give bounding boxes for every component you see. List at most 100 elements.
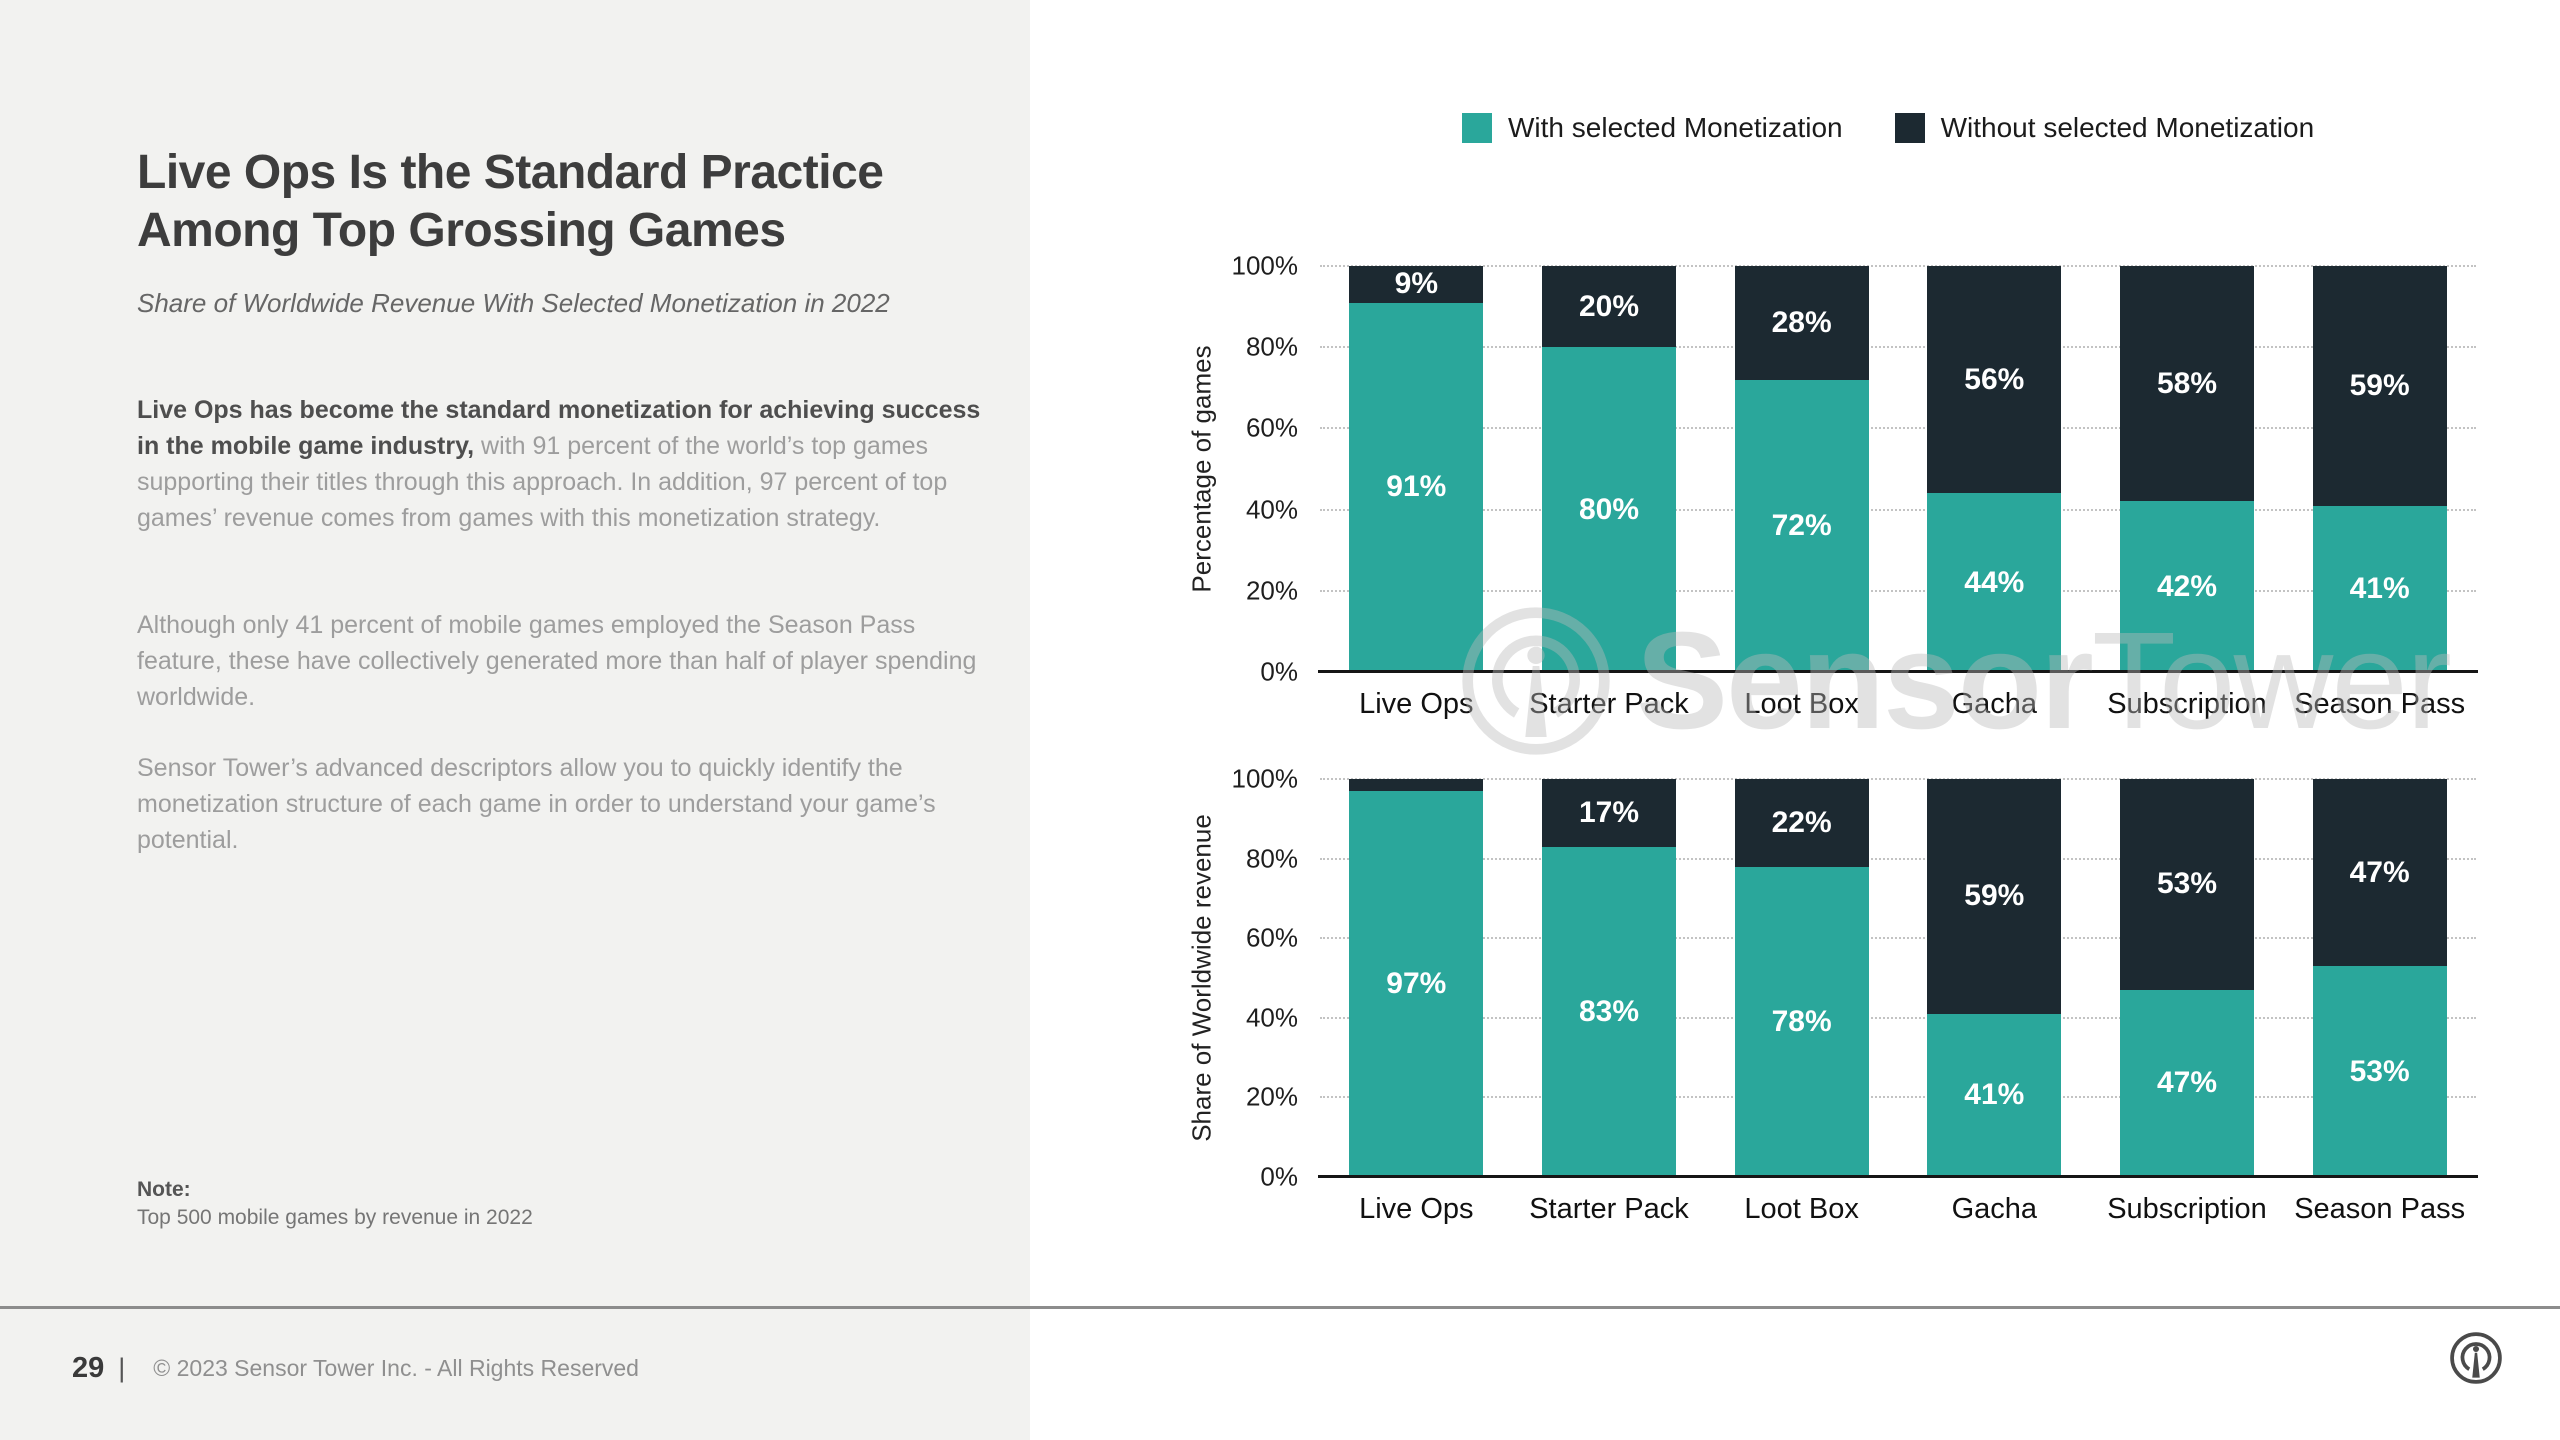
bar-live-ops: 9% 91% bbox=[1349, 266, 1484, 672]
bar-value-label: 53% bbox=[2349, 1054, 2410, 1088]
category-label-season-pass: Season Pass bbox=[2294, 1193, 2466, 1225]
y-tick-label: 40% bbox=[1245, 494, 1298, 525]
segment-with-monetization: 41% bbox=[1927, 1013, 2062, 1177]
bar-value-label: 22% bbox=[1771, 805, 1832, 839]
percentage-of-games-chart: Percentage of games 0% 20% 40% 60% 80% 100% 9% 9… bbox=[1187, 251, 2478, 720]
gridline bbox=[1320, 346, 2476, 349]
bar-value-label: 20% bbox=[1578, 289, 1640, 323]
segment-with-monetization: 42% bbox=[2120, 501, 2254, 672]
y-tick-label: 0% bbox=[1260, 1161, 1298, 1192]
legend-swatch-without bbox=[1894, 113, 1925, 143]
bar-value-label: 41% bbox=[2349, 571, 2410, 605]
bar-value-label: 44% bbox=[1964, 565, 2025, 599]
segment-without-monetization: 28% bbox=[1734, 266, 1869, 380]
paragraph-1: Live Ops has become the standard monetiz… bbox=[137, 392, 982, 536]
gridline bbox=[1320, 1096, 2476, 1099]
bar-value-label: 17% bbox=[1578, 795, 1640, 829]
segment-with-monetization: 83% bbox=[1542, 846, 1676, 1177]
segment-without-monetization bbox=[1349, 779, 1484, 791]
y-tick-label: 100% bbox=[1231, 763, 1299, 794]
bar-value-label: 72% bbox=[1771, 508, 1832, 542]
y-tick-label: 80% bbox=[1245, 331, 1298, 362]
segment-with-monetization: 80% bbox=[1542, 347, 1676, 672]
category-label-starter-pack: Starter Pack bbox=[1529, 1193, 1689, 1225]
segment-without-monetization: 20% bbox=[1542, 266, 1676, 348]
legend-swatch-with bbox=[1462, 113, 1492, 143]
paragraph-2: Although only 41 percent of mobile games… bbox=[137, 611, 977, 711]
paragraph-3: Sensor Tower’s advanced descriptors allo… bbox=[137, 754, 936, 854]
segment-without-monetization: 9% bbox=[1349, 266, 1484, 303]
category-label-gacha: Gacha bbox=[1951, 1193, 2038, 1225]
legend-label-without: Without selected Monetization bbox=[1940, 112, 2315, 143]
footer: 29 | © 2023 Sensor Tower Inc. - All Righ… bbox=[72, 1352, 639, 1385]
gridline bbox=[1320, 937, 2476, 940]
paragraph-1-bold: Live Ops has become the standard monetiz… bbox=[137, 396, 981, 460]
bar-value-label: 47% bbox=[2349, 855, 2410, 889]
y-tick-label: 40% bbox=[1245, 1002, 1298, 1033]
y-tick-label: 20% bbox=[1245, 1081, 1298, 1112]
bar-value-label: 78% bbox=[1771, 1004, 1832, 1038]
bar-loot-box: 22% 78% bbox=[1734, 779, 1869, 1177]
segment-without-monetization: 22% bbox=[1734, 779, 1869, 867]
legend-item-without: Without selected Monetization bbox=[1894, 112, 2315, 144]
segment-without-monetization: 59% bbox=[2312, 266, 2447, 506]
chart-legend: With selected Monetization Without selec… bbox=[1462, 112, 2314, 144]
bar-gacha: 59% 41% bbox=[1927, 779, 2062, 1177]
note-label: Note: bbox=[137, 1178, 191, 1201]
note-text: Top 500 mobile games by revenue in 2022 bbox=[137, 1206, 533, 1229]
segment-with-monetization: 47% bbox=[2120, 989, 2254, 1177]
y-axis-title: Share of Worldwide revenue bbox=[1186, 814, 1217, 1142]
left-text-panel bbox=[0, 0, 1030, 1440]
bar-value-label: 9% bbox=[1394, 267, 1438, 301]
segment-without-monetization: 17% bbox=[1542, 779, 1676, 847]
bar-value-label: 47% bbox=[2156, 1066, 2218, 1100]
category-label-loot-box: Loot Box bbox=[1744, 688, 1859, 720]
segment-with-monetization: 44% bbox=[1927, 493, 2062, 672]
bar-value-label: 59% bbox=[1964, 879, 2025, 913]
bar-starter-pack: 17% 83% bbox=[1542, 779, 1676, 1177]
category-label-starter-pack: Starter Pack bbox=[1529, 688, 1689, 720]
footer-divider bbox=[0, 1306, 2560, 1309]
category-label-season-pass: Season Pass bbox=[2294, 688, 2466, 720]
legend-label-with: With selected Monetization bbox=[1508, 112, 1843, 143]
gridline bbox=[1320, 508, 2476, 511]
y-axis-title: Percentage of games bbox=[1186, 345, 1217, 593]
page-number: 29 bbox=[72, 1352, 105, 1384]
gridline bbox=[1320, 857, 2476, 860]
bar-subscription: 53% 47% bbox=[2120, 779, 2254, 1177]
segment-with-monetization: 72% bbox=[1734, 379, 1869, 672]
bar-value-label: 53% bbox=[2156, 867, 2218, 901]
bar-value-label: 59% bbox=[2349, 368, 2410, 402]
page-title: Live Ops Is the Standard Practice Among … bbox=[137, 146, 884, 258]
bar-value-label: 97% bbox=[1386, 966, 1447, 1000]
gridline bbox=[1320, 427, 2476, 430]
bar-value-label: 56% bbox=[1964, 362, 2025, 396]
y-tick-label: 60% bbox=[1245, 412, 1298, 443]
segment-with-monetization: 41% bbox=[2312, 505, 2447, 672]
segment-with-monetization: 97% bbox=[1349, 790, 1484, 1177]
category-label-live-ops: Live Ops bbox=[1359, 688, 1474, 720]
category-label-gacha: Gacha bbox=[1951, 688, 2038, 720]
bar-value-label: 28% bbox=[1771, 305, 1832, 339]
bar-value-label: 91% bbox=[1386, 470, 1447, 504]
y-tick-label: 20% bbox=[1245, 575, 1298, 606]
bar-starter-pack: 20% 80% bbox=[1542, 266, 1676, 672]
bar-gacha: 56% 44% bbox=[1927, 266, 2062, 672]
y-tick-label: 60% bbox=[1245, 922, 1298, 953]
sensor-tower-logo-icon bbox=[2450, 1332, 2502, 1384]
bar-value-label: 42% bbox=[2156, 569, 2218, 603]
footer-separator: | bbox=[118, 1353, 126, 1383]
segment-without-monetization: 53% bbox=[2120, 779, 2254, 990]
bar-live-ops: 97% bbox=[1349, 779, 1484, 1177]
category-label-subscription: Subscription bbox=[2107, 1193, 2267, 1225]
gridline bbox=[1320, 778, 2476, 780]
bar-value-label: 41% bbox=[1964, 1078, 2025, 1112]
gridline bbox=[1320, 589, 2476, 592]
segment-without-monetization: 59% bbox=[1927, 779, 2062, 1014]
worldwide-revenue-chart: Share of Worldwide revenue 0% 20% 40% 60% 80%… bbox=[1187, 764, 2478, 1225]
gridline bbox=[1320, 1016, 2476, 1019]
gridline bbox=[1320, 265, 2476, 267]
category-label-loot-box: Loot Box bbox=[1744, 1193, 1859, 1225]
segment-without-monetization: 56% bbox=[1927, 266, 2062, 494]
